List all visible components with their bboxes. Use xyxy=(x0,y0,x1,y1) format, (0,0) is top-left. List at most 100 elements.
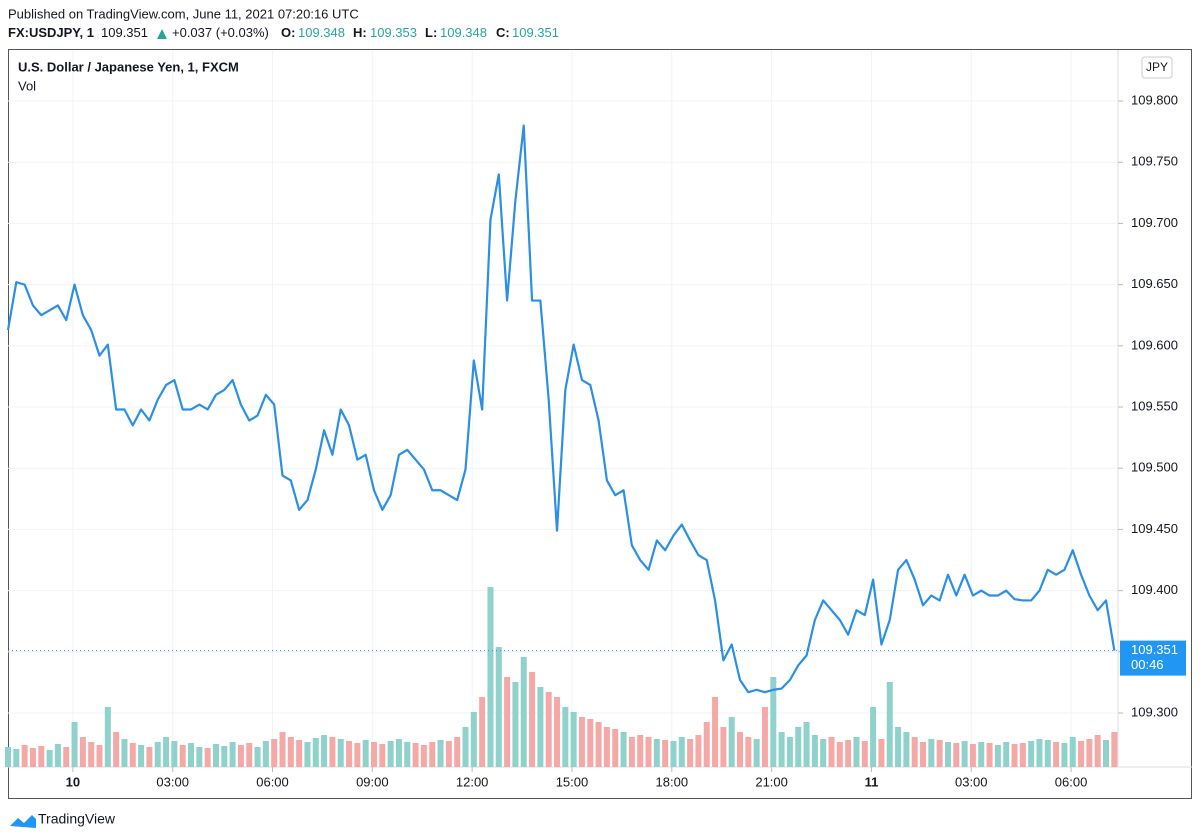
last-price-box xyxy=(1120,640,1186,676)
volume-bar xyxy=(537,687,544,767)
volume-bar xyxy=(271,739,278,767)
symbol: FX:USDJPY, 1 xyxy=(8,25,94,40)
volume-bar xyxy=(978,742,985,767)
volume-bar xyxy=(578,717,585,767)
volume-bar xyxy=(520,657,527,767)
volume-bar xyxy=(296,740,303,767)
volume-bar xyxy=(88,742,95,767)
volume-bar xyxy=(1011,744,1018,767)
volume-bar xyxy=(1028,741,1035,767)
x-tick-label: 15:00 xyxy=(556,774,589,789)
volume-bar xyxy=(38,746,45,767)
last-price-label: 109.351 xyxy=(1131,642,1178,657)
open: 109.348 xyxy=(298,25,345,40)
published: Published on TradingView.com, June 11, 2… xyxy=(8,6,359,21)
volume-bar xyxy=(545,692,552,767)
volume-bar xyxy=(737,732,744,767)
volume-bar xyxy=(179,745,186,767)
volume-bar xyxy=(936,740,943,767)
volume-bar xyxy=(803,722,810,767)
volume-bar xyxy=(845,740,852,767)
price-line xyxy=(6,124,1116,694)
volume-bar xyxy=(628,737,635,767)
close-label: C: xyxy=(496,25,510,40)
volume-bar xyxy=(820,739,827,767)
volume-bar xyxy=(944,742,951,767)
volume-bar xyxy=(853,737,860,767)
volume-bar xyxy=(420,745,427,767)
volume-bar xyxy=(5,747,11,767)
volume-bar xyxy=(46,750,53,767)
volume-bar xyxy=(329,737,336,767)
high-label: H: xyxy=(353,25,367,40)
volume-bar xyxy=(570,712,577,767)
volume-bar xyxy=(670,741,677,767)
volume-bar xyxy=(878,739,885,767)
volume-bar xyxy=(113,732,120,767)
volume-bar xyxy=(778,732,785,767)
volume-bar xyxy=(412,743,419,767)
volume-bar xyxy=(637,735,644,767)
y-tick-label: 109.400 xyxy=(1131,582,1178,597)
currency-box[interactable] xyxy=(1141,56,1173,79)
y-tick-label: 109.550 xyxy=(1131,398,1178,413)
volume-bar xyxy=(911,737,918,767)
volume-bar xyxy=(1069,737,1076,767)
volume-bar xyxy=(337,739,344,767)
volume-bar xyxy=(687,739,694,767)
volume-bar xyxy=(928,739,935,767)
volume-bar xyxy=(395,739,402,767)
volume-bar xyxy=(969,744,976,767)
volume-bar xyxy=(196,747,203,767)
volume-bar xyxy=(612,729,619,767)
y-tick-label: 109.450 xyxy=(1131,521,1178,536)
volume-bar xyxy=(903,732,910,767)
volume-bar xyxy=(861,741,868,767)
volume-bar xyxy=(662,740,669,767)
volume-bar xyxy=(1053,742,1060,767)
volume-bar xyxy=(703,722,710,767)
x-tick-label: 21:00 xyxy=(755,774,788,789)
volume-bar xyxy=(720,727,727,767)
volume-bar xyxy=(204,748,211,767)
volume-bar xyxy=(1061,743,1068,767)
volume-bar xyxy=(1036,739,1043,767)
volume-bar xyxy=(653,739,660,767)
volume-bar xyxy=(462,727,469,767)
logo-icon xyxy=(10,815,36,828)
volume-bar xyxy=(104,707,111,767)
volume-bar xyxy=(620,732,627,767)
volume-bar xyxy=(529,672,536,767)
volume-bar xyxy=(321,735,328,767)
volume-bar xyxy=(645,737,652,767)
volume-bar xyxy=(562,707,569,767)
volume-bar xyxy=(229,742,236,767)
volume-bar xyxy=(836,742,843,767)
x-tick-label: 12:00 xyxy=(456,774,489,789)
volume-bar xyxy=(712,697,719,767)
volume-bar xyxy=(886,682,893,767)
volume-bar xyxy=(953,743,960,767)
volume-bar xyxy=(188,743,195,767)
volume-bar xyxy=(254,747,261,767)
volume-bar xyxy=(961,741,968,767)
y-tick-label: 109.600 xyxy=(1131,337,1178,352)
volume-bar xyxy=(595,722,602,767)
volume-bar xyxy=(986,743,993,767)
volume-bar xyxy=(786,737,793,767)
volume-bar xyxy=(212,744,219,767)
volume-bar xyxy=(346,741,353,767)
high: 109.353 xyxy=(370,25,417,40)
change: +0.037 (+0.03%) xyxy=(172,25,269,40)
y-tick-label: 109.700 xyxy=(1131,215,1178,230)
volume-bar xyxy=(71,722,78,767)
volume-bar xyxy=(795,727,802,767)
volume-bar xyxy=(279,732,286,767)
brand: TradingView xyxy=(38,811,116,827)
close: 109.351 xyxy=(512,25,559,40)
low: 109.348 xyxy=(440,25,487,40)
volume-bar xyxy=(54,744,61,767)
volume-bar xyxy=(487,587,494,767)
currency[interactable]: JPY xyxy=(1146,60,1168,74)
